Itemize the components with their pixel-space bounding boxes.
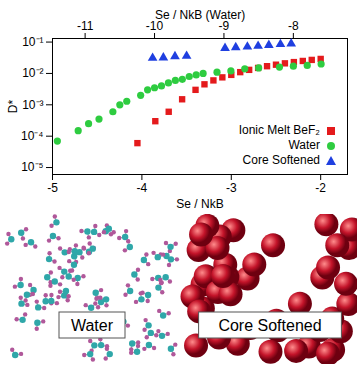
svg-text:Core Softened: Core Softened (218, 317, 321, 334)
svg-text:10⁻³: 10⁻³ (22, 98, 43, 112)
svg-text:-3: -3 (226, 181, 237, 195)
svg-text:D*: D* (6, 100, 20, 114)
svg-text:Se / NkB (Water): Se / NkB (Water) (155, 8, 245, 22)
html-text:Ionic Melt BeF₂: Ionic Melt BeF₂ (238, 123, 320, 137)
svg-text:-9: -9 (218, 18, 230, 33)
svg-text:-2: -2 (315, 181, 326, 195)
svg-text:-5: -5 (47, 181, 58, 195)
svg-text:Se / NkB: Se / NkB (176, 197, 223, 211)
svg-text:10⁻⁵: 10⁻⁵ (21, 160, 43, 174)
html-text:Core Softened: Core Softened (242, 153, 320, 167)
svg-text:10⁻¹: 10⁻¹ (22, 35, 43, 49)
svg-text:-10: -10 (145, 18, 164, 33)
svg-text:-8: -8 (288, 19, 299, 33)
svg-text:-4: -4 (137, 181, 148, 195)
svg-text:-11: -11 (77, 19, 94, 33)
svg-text:10⁻²: 10⁻² (22, 66, 43, 80)
svg-text:Water: Water (71, 317, 114, 334)
svg-text:10⁻⁴: 10⁻⁴ (21, 129, 44, 143)
html-text:Water: Water (288, 138, 320, 152)
